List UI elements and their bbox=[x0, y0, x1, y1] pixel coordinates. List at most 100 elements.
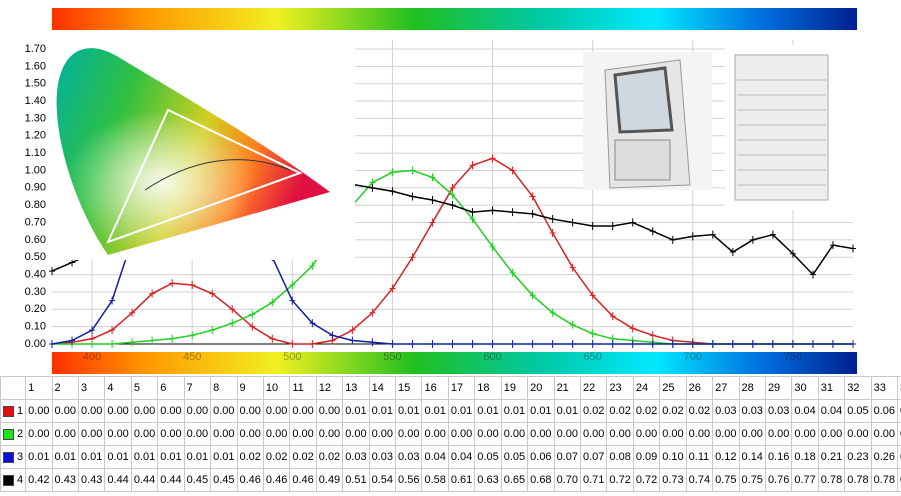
point-marker bbox=[449, 183, 456, 192]
cell: 0.01 bbox=[421, 399, 449, 423]
y-tick-label: 1.20 bbox=[25, 130, 46, 142]
point-marker bbox=[569, 340, 576, 348]
cell: 0.02 bbox=[315, 445, 344, 469]
cell: 0.01 bbox=[553, 399, 581, 423]
point-marker bbox=[429, 195, 436, 204]
cell: 0.01 bbox=[25, 445, 53, 469]
point-marker bbox=[729, 248, 736, 257]
cell: 0.01 bbox=[368, 399, 397, 423]
point-marker bbox=[769, 230, 776, 239]
y-tick-label: 0.40 bbox=[25, 268, 46, 280]
column-header: 25 bbox=[659, 376, 687, 400]
cell: 0.00 bbox=[236, 422, 264, 446]
cell: 0.00 bbox=[51, 399, 79, 423]
point-marker bbox=[169, 279, 176, 288]
point-marker bbox=[109, 326, 116, 335]
point-marker bbox=[589, 291, 596, 300]
cell: 0.01 bbox=[500, 399, 529, 423]
column-header: 19 bbox=[500, 376, 529, 400]
point-marker bbox=[389, 187, 396, 196]
column-header: 8 bbox=[210, 376, 238, 400]
point-marker bbox=[169, 334, 176, 343]
point-marker bbox=[389, 168, 396, 177]
point-marker bbox=[289, 340, 296, 348]
column-header: 29 bbox=[764, 376, 793, 400]
cell: 0.21 bbox=[817, 445, 846, 469]
cell: 0.00 bbox=[817, 422, 846, 446]
point-marker bbox=[449, 201, 456, 210]
cell: 0.10 bbox=[659, 445, 687, 469]
point-marker bbox=[49, 267, 55, 276]
table: 1 2 3 4 5 6 7 8 9 10 11 12 13 14 15 16 17 18 19 20 21 22 23 24 2… bbox=[0, 376, 901, 492]
cell: 0.16 bbox=[764, 445, 793, 469]
cell: 0.00 bbox=[632, 422, 661, 446]
point-marker bbox=[309, 340, 316, 348]
point-marker bbox=[409, 340, 416, 348]
point-marker bbox=[489, 242, 496, 251]
point-marker bbox=[689, 340, 696, 348]
cell: 0.07 bbox=[579, 445, 608, 469]
cell: 0.02 bbox=[606, 399, 634, 423]
cell: 0.05 bbox=[844, 399, 872, 423]
point-marker bbox=[829, 340, 836, 348]
point-marker bbox=[149, 289, 156, 298]
cell: 0.02 bbox=[262, 445, 291, 469]
cell: 0.00 bbox=[764, 422, 793, 446]
column-header: 9 bbox=[236, 376, 264, 400]
cell: 0.78 bbox=[897, 468, 901, 492]
cell: 0.00 bbox=[844, 422, 872, 446]
cell: 0.00 bbox=[553, 422, 581, 446]
point-marker bbox=[669, 340, 676, 348]
cell: 0.11 bbox=[685, 445, 714, 469]
cell: 0.45 bbox=[210, 468, 238, 492]
point-marker bbox=[469, 215, 476, 224]
color-swatch bbox=[3, 451, 14, 463]
column-header: 27 bbox=[712, 376, 740, 400]
row-label: 3 bbox=[17, 451, 24, 463]
column-header: 14 bbox=[368, 376, 397, 400]
column-header: 31 bbox=[817, 376, 846, 400]
cell: 0.44 bbox=[104, 468, 132, 492]
row-header: 2 bbox=[0, 422, 27, 446]
column-header: 26 bbox=[685, 376, 714, 400]
point-marker bbox=[489, 206, 496, 215]
point-marker bbox=[389, 284, 396, 293]
cell: 0.00 bbox=[130, 399, 159, 423]
cell: 0.43 bbox=[51, 468, 79, 492]
y-tick-label: 1.50 bbox=[25, 78, 46, 90]
point-marker bbox=[809, 340, 816, 348]
column-header: 20 bbox=[527, 376, 555, 400]
cell: 0.00 bbox=[236, 399, 264, 423]
point-marker bbox=[769, 340, 776, 348]
point-marker bbox=[789, 340, 796, 348]
point-marker bbox=[589, 329, 596, 338]
cell: 0.03 bbox=[368, 445, 397, 469]
color-swatch bbox=[3, 405, 14, 417]
header-row: 1 2 3 4 5 6 7 8 9 10 11 12 13 14 15 16 17 18 19 20 21 22 23 24 2… bbox=[0, 376, 901, 400]
y-tick-label: 1.60 bbox=[25, 60, 46, 72]
cell: 0.00 bbox=[527, 422, 555, 446]
cell: 0.03 bbox=[342, 445, 370, 469]
column-header: 30 bbox=[791, 376, 819, 400]
cell: 0.00 bbox=[262, 422, 291, 446]
cell: 0.00 bbox=[157, 399, 185, 423]
cell: 0.00 bbox=[368, 422, 397, 446]
cell: 0.01 bbox=[342, 399, 370, 423]
x-tick-label: 600 bbox=[483, 351, 501, 363]
point-marker bbox=[649, 340, 656, 348]
x-tick-label: 500 bbox=[283, 351, 301, 363]
point-marker bbox=[309, 261, 316, 270]
column-header: 34 bbox=[897, 376, 901, 400]
point-marker bbox=[429, 218, 436, 227]
cell: 0.18 bbox=[791, 445, 819, 469]
cell: 0.02 bbox=[632, 399, 661, 423]
point-marker bbox=[229, 319, 236, 328]
cell: 0.01 bbox=[527, 399, 555, 423]
column-header: 23 bbox=[606, 376, 634, 400]
row-header: 3 bbox=[0, 445, 27, 469]
cell: 0.01 bbox=[474, 399, 502, 423]
y-tick-label: 1.10 bbox=[25, 147, 46, 159]
point-marker bbox=[129, 338, 136, 347]
point-marker bbox=[589, 222, 596, 230]
cell: 0.03 bbox=[395, 445, 423, 469]
